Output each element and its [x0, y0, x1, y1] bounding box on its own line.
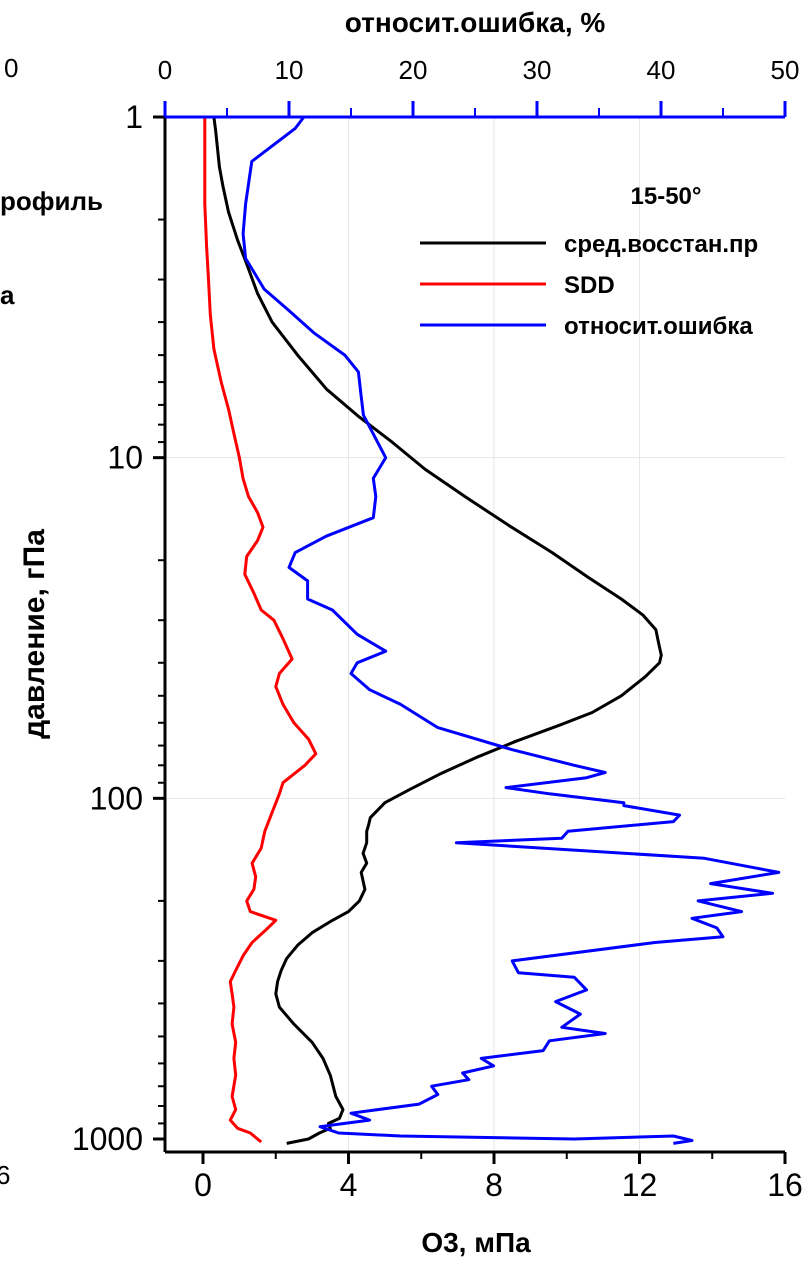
top-tick-label-0: 0 [158, 55, 172, 85]
axes: 1 10 100 1000 0 4 8 12 16 0 10 20 30 40 50 [72, 55, 803, 1203]
series-line-3 [241, 116, 781, 1145]
axis-labels: относит.ошибка, % O3, мПа давление, гПа … [0, 7, 605, 1258]
top-tick-label-4: 40 [647, 55, 676, 85]
legend: 15-50° сред.восстан.пр SDD относит.ошибк… [420, 183, 758, 340]
legend-label-series-1: сред.восстан.пр [564, 231, 758, 258]
bottom-axis-label: O3, мПа [421, 1227, 531, 1258]
top-tick-label-5: 50 [771, 55, 800, 85]
left-tick-label-2: 100 [90, 780, 143, 816]
top-tick-label-2: 20 [399, 55, 428, 85]
legend-label-series-2: SDD [564, 272, 615, 299]
top-tick-label-3: 30 [523, 55, 552, 85]
series-line-2 [203, 117, 318, 1144]
top-tick-label-1: 10 [275, 55, 304, 85]
bottom-tick-label-4: 16 [767, 1167, 803, 1203]
top-axis-label: относит.ошибка, % [345, 7, 606, 38]
bottom-axis-cut-tick: 6 [0, 1160, 10, 1190]
left-tick-label-3: 1000 [72, 1121, 143, 1157]
bottom-tick-label-0: 0 [194, 1167, 212, 1203]
plot-area [203, 116, 781, 1145]
legend-label-series-3: относит.ошибка [564, 313, 753, 340]
left-axis-label: давление, гПа [18, 529, 51, 739]
bottom-tick-label-2: 8 [485, 1167, 503, 1203]
top-axis-cut-tick: 0 [4, 53, 18, 83]
left-tick-label-0: 1 [125, 99, 143, 135]
series-line-1 [212, 116, 663, 1145]
cut-legend-text-2: а [0, 280, 15, 310]
cut-legend-text-1: рофиль [0, 186, 103, 216]
legend-title: 15-50° [631, 183, 702, 210]
left-tick-label-1: 10 [107, 440, 143, 476]
bottom-tick-label-1: 4 [340, 1167, 358, 1203]
grid-lines [165, 117, 785, 1152]
bottom-tick-label-3: 12 [622, 1167, 658, 1203]
